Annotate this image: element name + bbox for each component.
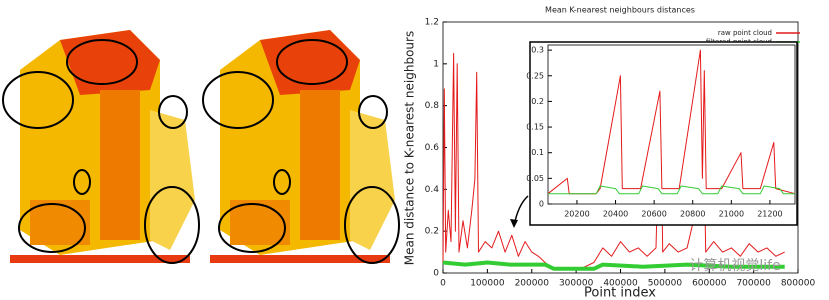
x-tick-label: 700000 xyxy=(736,279,771,289)
x-tick-label: 20600 xyxy=(641,210,666,219)
y-tick-label: 1 xyxy=(433,59,439,69)
x-tick-label: 20400 xyxy=(603,210,628,219)
x-tick-label: 100000 xyxy=(470,279,505,289)
y-axis-label: Mean distance to K-nearest neighbours xyxy=(403,31,417,265)
x-tick-label: 600000 xyxy=(692,279,727,289)
y-tick-label: 0 xyxy=(539,200,544,209)
point-cloud-figures xyxy=(2,30,400,264)
point-cloud-right xyxy=(202,30,400,264)
watermark: 计算机视觉life xyxy=(689,258,780,274)
x-tick-label: 400000 xyxy=(603,279,638,289)
chart-title: Mean K-nearest neighbours distances xyxy=(545,6,695,15)
y-tick-label: 0 xyxy=(433,269,439,279)
y-tick-label: 0.4 xyxy=(425,185,440,195)
data-line xyxy=(547,49,796,195)
plot-frame xyxy=(547,44,796,205)
y-tick-label: 0.3 xyxy=(531,46,544,55)
x-tick-label: 21000 xyxy=(719,210,744,219)
y-tick-label: 0.25 xyxy=(526,71,544,80)
y-tick-label: 0.6 xyxy=(425,143,440,153)
x-tick-label: 800000 xyxy=(781,279,816,289)
legend-label: raw point cloud xyxy=(718,29,772,37)
y-tick-label: 0.15 xyxy=(526,123,544,132)
x-tick-label: 0 xyxy=(440,279,446,289)
data-line xyxy=(442,260,785,271)
inset-background xyxy=(529,41,798,226)
y-tick-label: 1.2 xyxy=(425,18,439,28)
x-tick-label: 20200 xyxy=(564,210,589,219)
x-tick-label: 20800 xyxy=(680,210,705,219)
data-line xyxy=(548,185,795,195)
x-tick-label: 21200 xyxy=(757,210,782,219)
y-tick-label: 0.1 xyxy=(531,148,544,157)
x-axis-label: Point index xyxy=(584,286,656,300)
y-tick-label: 0.2 xyxy=(425,227,439,237)
point-cloud-left xyxy=(2,30,200,264)
x-tick-label: 200000 xyxy=(515,279,550,289)
y-tick-label: 0.05 xyxy=(526,174,544,183)
y-tick-label: 0.2 xyxy=(531,97,544,106)
inset-arrow-head xyxy=(510,219,518,228)
y-tick-label: 0.8 xyxy=(425,101,440,111)
x-tick-label: 500000 xyxy=(648,279,683,289)
x-tick-label: 300000 xyxy=(559,279,594,289)
